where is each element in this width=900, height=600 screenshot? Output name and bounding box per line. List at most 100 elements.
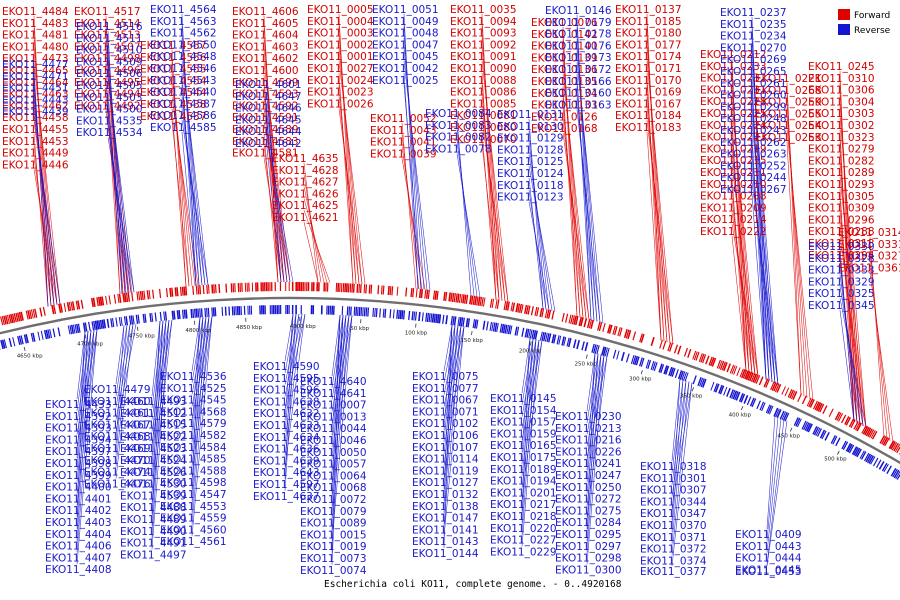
forward-feature <box>544 309 548 319</box>
forward-feature <box>721 361 726 371</box>
gene-label: EKO11_4634 <box>253 432 320 444</box>
forward-feature <box>489 298 493 308</box>
gene-label: EKO11_0118 <box>497 180 564 192</box>
forward-feature <box>744 370 750 380</box>
leader-line <box>181 131 197 286</box>
reverse-feature <box>411 311 414 321</box>
reverse-feature <box>130 315 134 325</box>
gene-label: EKO11_4398 <box>45 458 112 470</box>
leader-line <box>839 153 861 425</box>
forward-feature <box>828 408 834 417</box>
gene-label: EKO11_4604 <box>232 30 299 42</box>
feature-tracks <box>0 281 900 480</box>
leader-line <box>107 113 129 293</box>
leader-line <box>401 122 417 289</box>
leader-line <box>481 61 509 302</box>
forward-feature <box>692 350 697 360</box>
leader-line <box>76 329 98 565</box>
reverse-feature <box>178 310 181 320</box>
leader-line <box>338 84 357 284</box>
gene-label: EKO11_4489 <box>120 514 187 526</box>
forward-feature <box>387 285 390 296</box>
reverse-feature <box>710 381 715 391</box>
gene-label: EKO11_4586 <box>150 110 217 122</box>
gene-label: EKO11_0300 <box>555 564 622 576</box>
leader-line <box>107 125 132 293</box>
leader-line <box>528 201 550 311</box>
reverse-feature <box>99 319 103 330</box>
forward-feature <box>817 402 823 412</box>
gene-label: EKO11_4522 <box>120 431 187 443</box>
reverse-feature <box>103 319 107 329</box>
forward-feature <box>789 389 795 399</box>
leader-line <box>33 145 52 306</box>
forward-feature <box>525 305 529 315</box>
leader-line <box>33 80 52 306</box>
leader-line <box>671 381 690 556</box>
gene-label: EKO11_0259 <box>755 97 822 109</box>
forward-feature <box>122 293 125 303</box>
reverse-feature <box>507 325 511 335</box>
gene-label: EKO11_4601 <box>235 79 302 91</box>
reverse-feature <box>815 427 821 437</box>
forward-feature <box>719 360 725 370</box>
reverse-feature <box>438 314 442 324</box>
gene-label: EKO11_4557 <box>140 40 207 52</box>
forward-feature <box>68 301 72 311</box>
reverse-feature <box>509 325 513 335</box>
reverse-feature <box>652 361 656 371</box>
forward-feature <box>179 286 182 296</box>
forward-feature <box>208 284 210 294</box>
forward-feature <box>855 421 861 431</box>
gene-label: EKO11_0074 <box>300 565 367 577</box>
forward-feature <box>632 331 637 341</box>
forward-feature <box>617 327 621 337</box>
reverse-feature <box>521 327 525 337</box>
leader-line <box>839 236 867 428</box>
leader-line <box>751 193 767 380</box>
leader-line <box>562 109 584 318</box>
leader-line <box>586 356 608 518</box>
reverse-feature <box>854 447 861 457</box>
reverse-feature <box>532 330 537 340</box>
leader-line <box>586 354 602 553</box>
forward-feature <box>92 297 96 307</box>
reverse-feature <box>401 310 404 320</box>
forward-feature <box>496 299 500 309</box>
reverse-feature <box>804 422 810 431</box>
reverse-feature <box>67 325 71 335</box>
leader-line <box>76 330 92 423</box>
reverse-feature <box>163 311 166 321</box>
forward-feature <box>479 296 483 306</box>
gene-label: EKO11_4559 <box>160 513 227 525</box>
forward-feature <box>539 307 543 318</box>
reverse-feature <box>77 323 81 333</box>
forward-feature <box>683 347 688 357</box>
gene-label: EKO11_0210 <box>700 179 767 191</box>
forward-feature <box>25 310 29 320</box>
forward-feature <box>790 390 796 400</box>
gene-label: EKO11_0165 <box>490 440 557 452</box>
reverse-feature <box>669 367 675 377</box>
forward-feature <box>391 286 394 296</box>
forward-feature <box>5 315 9 325</box>
gene-label: EKO11_4465 <box>2 65 69 77</box>
reverse-feature <box>732 390 738 400</box>
leader-line <box>586 354 602 435</box>
forward-feature <box>206 284 208 294</box>
tick-mark <box>471 330 473 335</box>
reverse-feature <box>200 308 203 318</box>
reverse-feature <box>82 322 86 332</box>
reverse-feature <box>735 391 741 401</box>
forward-feature <box>11 313 16 323</box>
gene-label: EKO11_0090 <box>450 63 517 75</box>
gene-label: EKO11_0232 <box>700 73 767 85</box>
reverse-feature <box>845 443 852 452</box>
tick-label: 300 kbp <box>629 377 652 383</box>
reverse-feature <box>653 362 658 371</box>
gene-label: EKO11_4632 <box>253 408 320 420</box>
gene-label: EKO11_0131 <box>497 109 564 121</box>
gene-label: EKO11_4513 <box>74 30 141 42</box>
gene-label: EKO11_4469 <box>84 443 151 455</box>
gene-label: EKO11_0310 <box>808 73 875 85</box>
